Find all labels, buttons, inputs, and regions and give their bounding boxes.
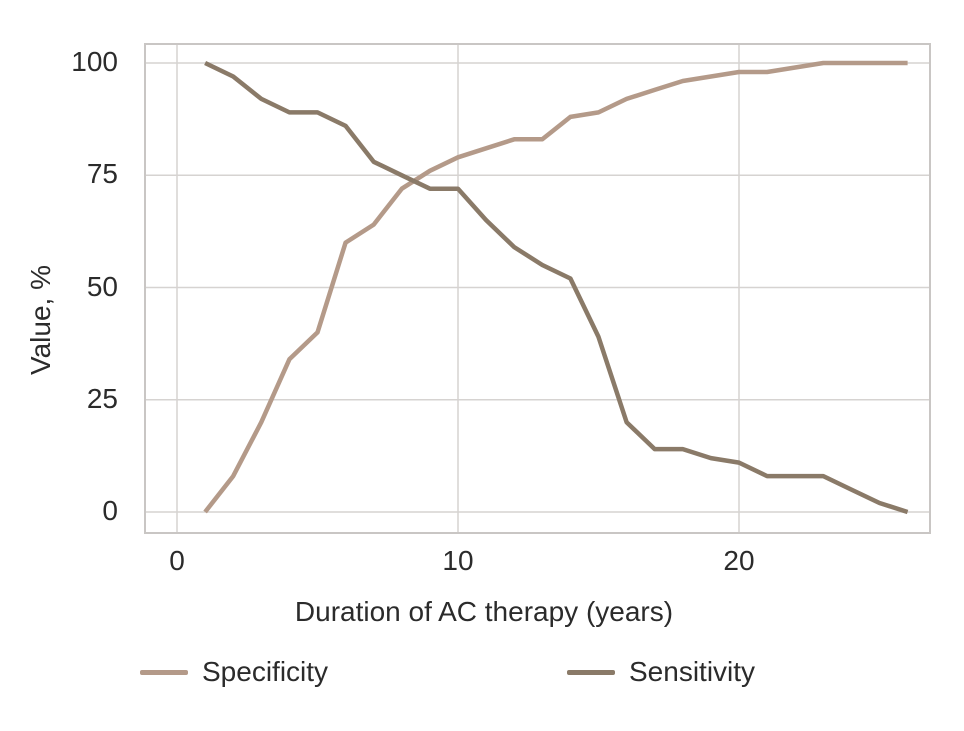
x-tick-label-0: 0: [169, 545, 185, 576]
plot-border: [144, 43, 931, 534]
legend-item-sensitivity: Sensitivity: [567, 654, 755, 690]
x-tick-label-20: 20: [723, 545, 755, 576]
y-tick-label-0: 0: [102, 495, 118, 526]
specificity-line-swatch: [140, 669, 188, 675]
sensitivity-line-swatch: [567, 669, 615, 675]
legend-label-sensitivity: Sensitivity: [629, 656, 756, 687]
y-tick-label-75: 75: [86, 158, 118, 190]
sensitivity-line: [204, 60, 909, 515]
specificity-line: [203, 60, 908, 514]
legend-label-specificity: Specificity: [202, 656, 329, 687]
x-axis-title: Duration of AC therapy (years): [294, 596, 674, 627]
x-tick-label-10: 10: [442, 545, 474, 576]
legend-item-specificity: Specificity: [140, 654, 328, 690]
y-axis-title: Value, %: [25, 265, 56, 375]
y-tick-label-100: 100: [71, 46, 118, 77]
y-tick-label-25: 25: [86, 382, 118, 414]
y-tick-label-50: 50: [86, 270, 118, 302]
